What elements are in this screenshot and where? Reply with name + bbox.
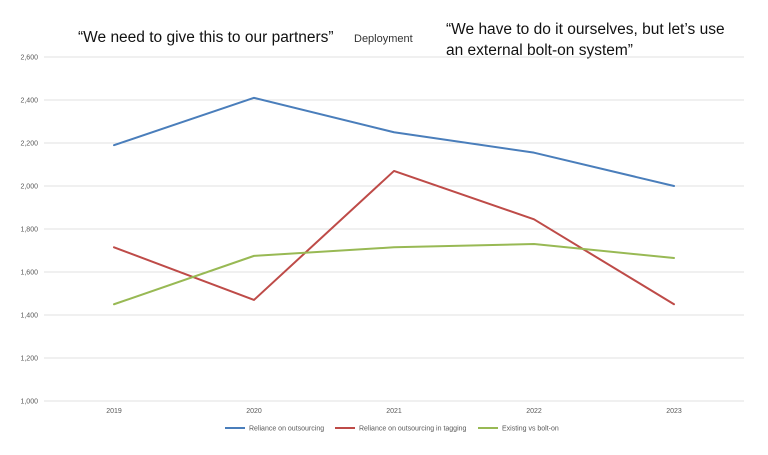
y-tick-label: 1,200	[20, 356, 38, 363]
y-tick-label: 2,000	[20, 184, 38, 191]
x-tick-label: 2022	[526, 408, 542, 415]
y-tick-label: 1,800	[20, 227, 38, 234]
left-quote-annotation: “We need to give this to our partners”	[78, 29, 334, 46]
y-tick-label: 2,400	[20, 98, 38, 105]
x-tick-label: 2023	[666, 408, 682, 415]
legend-label: Reliance on outsourcing in tagging	[359, 426, 467, 433]
y-tick-label: 1,000	[20, 399, 38, 406]
series-line-1	[113, 96, 675, 187]
gridlines	[44, 56, 744, 402]
chart-title: Deployment	[354, 33, 413, 45]
legend-label: Existing vs bolt-on	[502, 426, 559, 433]
y-tick-label: 1,600	[20, 270, 38, 277]
x-tick-label: 2020	[246, 408, 262, 415]
y-tick-label: 2,600	[20, 55, 38, 62]
x-axis-tick-labels: 2019 2020 2021 2022 2023	[106, 408, 682, 415]
series-line-2	[113, 169, 675, 306]
y-axis-tick-labels: 1,000 1,200 1,400 1,600 1,800 2,000 2,200 2,400…	[20, 55, 38, 406]
series-lines	[113, 96, 675, 306]
y-tick-label: 1,400	[20, 313, 38, 320]
x-tick-label: 2019	[106, 408, 122, 415]
x-tick-label: 2021	[386, 408, 402, 415]
right-quote-annotation: “We have to do it ourselves, but let’s u…	[446, 21, 725, 59]
legend: Reliance on outsourcing Reliance on outso…	[225, 426, 559, 433]
legend-label: Reliance on outsourcing	[249, 426, 324, 433]
y-tick-label: 2,200	[20, 141, 38, 148]
